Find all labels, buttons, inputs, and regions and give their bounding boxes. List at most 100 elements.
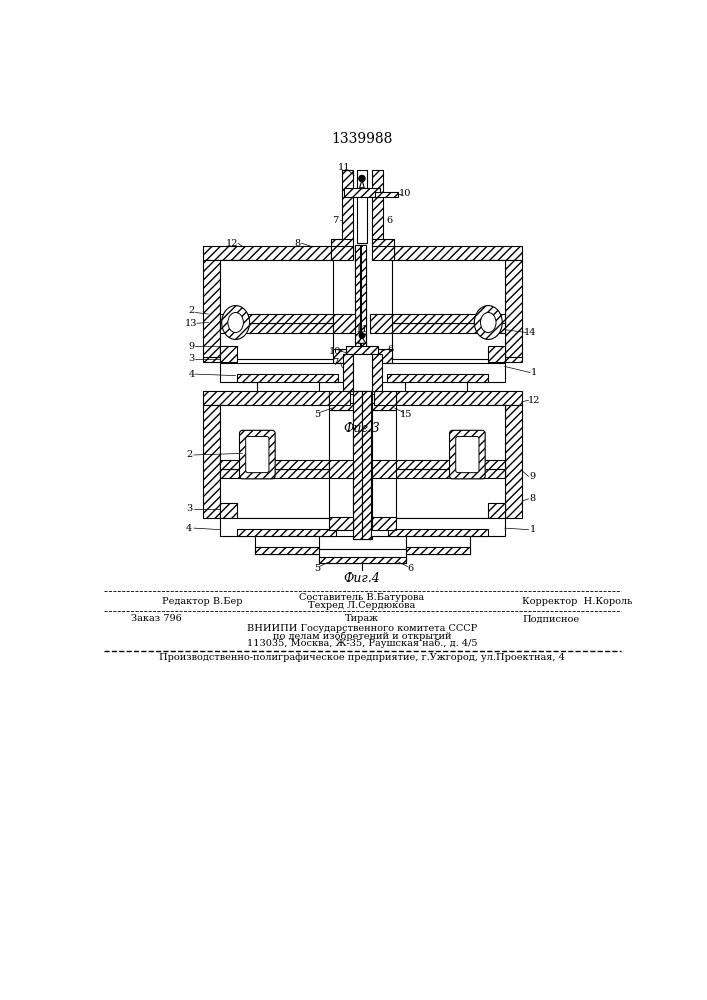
Bar <box>220 460 329 469</box>
Bar <box>371 518 505 536</box>
Bar <box>406 536 469 554</box>
Bar <box>404 382 467 400</box>
Bar <box>320 394 404 410</box>
Bar <box>387 374 488 382</box>
Text: 8: 8 <box>295 239 300 248</box>
Bar <box>356 170 368 243</box>
Bar <box>396 469 505 478</box>
Text: 3: 3 <box>186 504 192 513</box>
Text: 8: 8 <box>530 494 535 503</box>
Ellipse shape <box>228 312 243 333</box>
Text: 5: 5 <box>314 564 320 573</box>
Text: 1: 1 <box>531 368 537 377</box>
Bar <box>332 349 355 363</box>
Bar <box>361 245 366 382</box>
Polygon shape <box>360 180 364 188</box>
Bar <box>203 391 329 405</box>
Bar <box>319 557 406 563</box>
Text: 5: 5 <box>314 410 320 419</box>
Text: 10: 10 <box>398 189 411 198</box>
Bar <box>331 239 353 251</box>
Text: Фиг.3: Фиг.3 <box>344 422 380 434</box>
Bar <box>355 245 366 382</box>
Bar <box>331 246 353 260</box>
Bar <box>343 354 353 391</box>
Bar <box>220 323 332 333</box>
Text: 6: 6 <box>387 345 394 354</box>
Text: Тираж: Тираж <box>345 614 379 623</box>
Text: 6: 6 <box>386 216 392 225</box>
Bar <box>257 394 320 400</box>
Bar <box>320 403 404 410</box>
Bar <box>486 405 508 419</box>
Text: по делам изобретений и открытий: по делам изобретений и открытий <box>273 631 451 641</box>
FancyBboxPatch shape <box>450 430 485 479</box>
Text: 3: 3 <box>188 354 194 363</box>
Bar <box>353 354 372 391</box>
Bar <box>388 529 488 536</box>
Text: 10: 10 <box>329 347 341 356</box>
Text: Редактор В.Бер: Редактор В.Бер <box>162 597 243 606</box>
Bar <box>255 547 319 554</box>
Bar <box>203 357 220 362</box>
Bar <box>396 405 505 518</box>
Ellipse shape <box>222 306 250 339</box>
Bar <box>355 245 360 382</box>
Bar <box>257 382 320 400</box>
Bar <box>362 391 371 539</box>
Bar <box>370 349 392 363</box>
Text: 13: 13 <box>185 319 198 328</box>
Bar <box>329 460 353 478</box>
Text: 12: 12 <box>226 239 238 248</box>
Circle shape <box>359 333 365 338</box>
Bar <box>370 314 392 333</box>
Bar <box>396 460 505 469</box>
Bar <box>329 391 351 405</box>
Bar <box>220 260 332 359</box>
Text: 15: 15 <box>400 410 412 419</box>
Text: 9: 9 <box>530 472 535 481</box>
Text: 9: 9 <box>188 342 194 351</box>
Bar <box>392 323 505 333</box>
Bar <box>216 405 238 419</box>
Text: 7: 7 <box>332 358 338 367</box>
Ellipse shape <box>481 312 496 333</box>
Bar <box>488 346 505 362</box>
Bar <box>332 314 355 333</box>
Text: 7: 7 <box>332 216 338 225</box>
Text: 2: 2 <box>188 306 194 315</box>
Text: Производственно-полиграфическое предприятие, г.Ужгород, ул.Проектная, 4: Производственно-полиграфическое предприя… <box>159 653 565 662</box>
Bar <box>375 192 398 197</box>
Bar <box>369 363 505 382</box>
Text: 14: 14 <box>524 328 537 337</box>
Bar <box>216 260 239 274</box>
Bar <box>394 246 522 260</box>
Bar <box>353 391 362 539</box>
Bar <box>346 346 378 354</box>
Bar <box>237 374 338 382</box>
FancyBboxPatch shape <box>246 436 269 473</box>
Bar <box>396 391 522 405</box>
FancyBboxPatch shape <box>240 430 275 479</box>
Bar <box>319 549 406 563</box>
Text: 1339988: 1339988 <box>332 132 392 146</box>
Bar <box>220 363 356 382</box>
Text: Подписное: Подписное <box>522 614 580 623</box>
Bar <box>372 517 396 530</box>
Bar <box>505 357 522 362</box>
Text: 113035, Москва, Ж-35, Раушская наб., д. 4/5: 113035, Москва, Ж-35, Раушская наб., д. … <box>247 639 477 648</box>
Text: Фиг.4: Фиг.4 <box>344 572 380 585</box>
Text: Техред Л.Сердюкова: Техред Л.Сердюкова <box>308 601 416 610</box>
Bar <box>220 469 329 478</box>
Bar <box>488 503 505 518</box>
Polygon shape <box>358 337 366 343</box>
Bar <box>372 460 396 478</box>
Bar <box>203 405 220 518</box>
Bar <box>505 405 522 518</box>
Ellipse shape <box>474 306 502 339</box>
Bar <box>486 260 509 274</box>
Circle shape <box>359 175 365 182</box>
Bar <box>220 518 354 536</box>
FancyBboxPatch shape <box>456 436 479 473</box>
Bar <box>341 170 353 243</box>
